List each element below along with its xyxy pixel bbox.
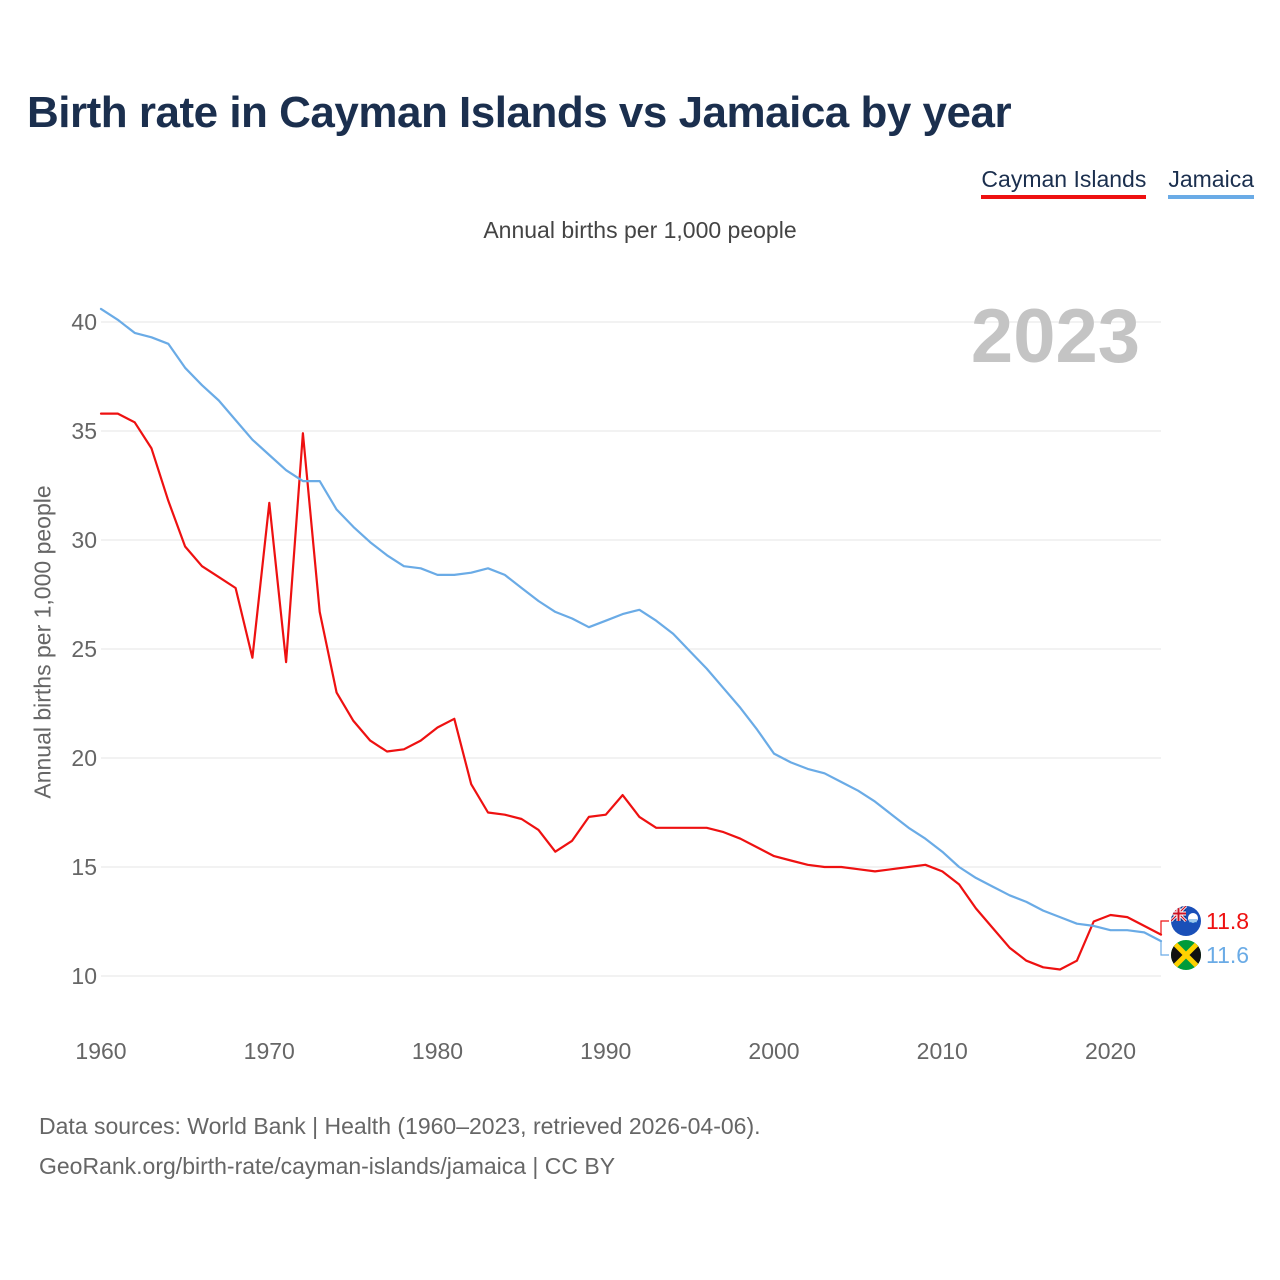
end-connector-jamaica [1160, 941, 1169, 956]
legend: Cayman Islands Jamaica [981, 166, 1254, 199]
source-line: Data sources: World Bank | Health (1960–… [39, 1113, 761, 1139]
cayman-islands-flag-icon [1171, 906, 1201, 936]
x-tick-label-1990: 1990 [580, 1038, 631, 1064]
legend-item-cayman-islands[interactable]: Cayman Islands [981, 166, 1147, 199]
chart-title: Birth rate in Cayman Islands vs Jamaica … [27, 88, 1012, 137]
attribution-line[interactable]: GeoRank.org/birth-rate/cayman-islands/ja… [39, 1153, 616, 1179]
end-connector-cayman [1160, 920, 1169, 935]
y-tick-label-40: 40 [71, 309, 97, 335]
x-tick-label-2020: 2020 [1085, 1038, 1136, 1064]
y-tick-label-30: 30 [71, 527, 97, 553]
y-tick-label-10: 10 [71, 963, 97, 989]
end-value-label-jamaica: 11.6 [1206, 942, 1249, 968]
x-tick-label-2000: 2000 [748, 1038, 799, 1064]
current-year-watermark: 2023 [971, 294, 1140, 379]
chart-subtitle: Annual births per 1,000 people [483, 217, 797, 243]
y-tick-label-25: 25 [71, 636, 97, 662]
end-value-label-cayman: 11.8 [1206, 908, 1249, 934]
x-tick-label-1980: 1980 [412, 1038, 463, 1064]
series-line-cayman[interactable] [99, 412, 1163, 971]
y-tick-label-20: 20 [71, 745, 97, 771]
x-tick-label-1970: 1970 [244, 1038, 295, 1064]
x-tick-label-2010: 2010 [917, 1038, 968, 1064]
jamaica-flag-icon [1171, 940, 1201, 970]
x-tick-label-1960: 1960 [75, 1038, 126, 1064]
legend-item-jamaica[interactable]: Jamaica [1168, 166, 1254, 199]
data-source-note: Data sources: World Bank | Health (1960–… [39, 1106, 761, 1186]
y-tick-label-15: 15 [71, 854, 97, 880]
series-line-jamaica[interactable] [99, 307, 1163, 943]
y-tick-label-35: 35 [71, 418, 97, 444]
